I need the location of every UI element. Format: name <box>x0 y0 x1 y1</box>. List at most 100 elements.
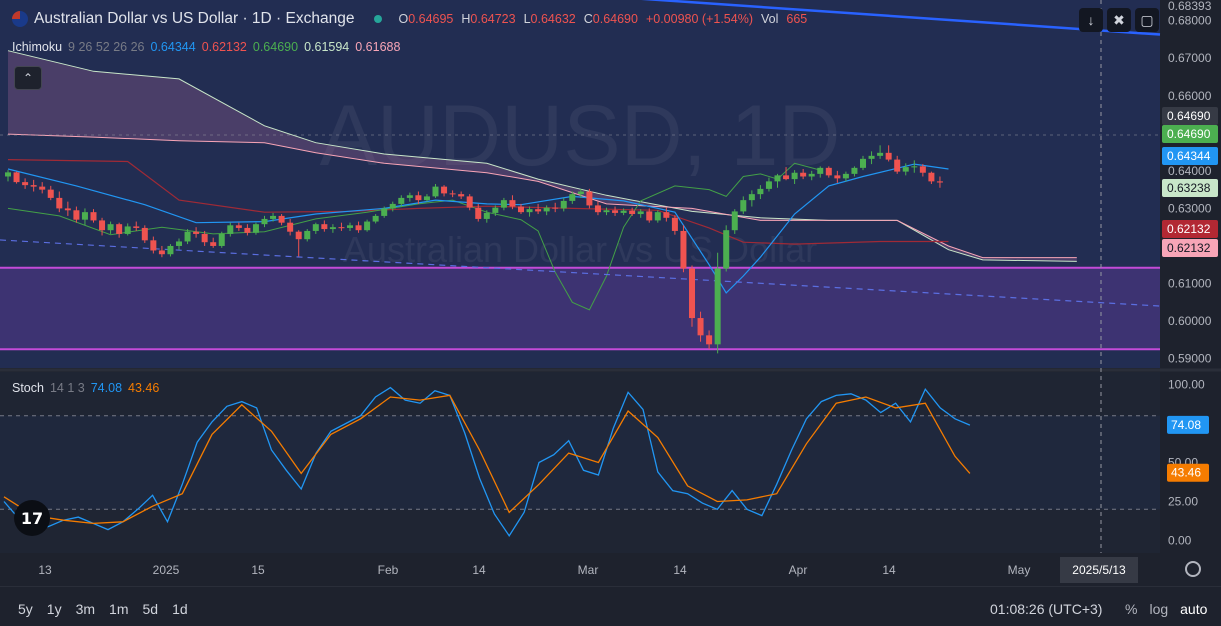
range-1m[interactable]: 1m <box>109 601 129 617</box>
candle-body <box>116 224 123 234</box>
move-pane-down-icon[interactable]: ↓ <box>1079 8 1103 32</box>
candle-body <box>193 231 200 234</box>
stoch-k-value: 74.08 <box>90 381 123 395</box>
candle-body <box>851 167 858 174</box>
range-5y[interactable]: 5y <box>18 601 33 617</box>
candle-body <box>389 203 396 209</box>
candle-body <box>834 175 841 179</box>
candle-body <box>364 221 371 231</box>
candle-body <box>663 212 670 218</box>
candle-body <box>458 194 465 197</box>
candle-body <box>398 197 405 204</box>
chart-settings-icon[interactable] <box>1185 561 1201 577</box>
price-axis-label: 0.60000 <box>1168 314 1212 328</box>
price-axis-label: 0.61000 <box>1168 277 1212 291</box>
candle-body <box>475 207 482 219</box>
range-3m[interactable]: 3m <box>75 601 96 617</box>
price-tag <box>1162 179 1218 197</box>
candle-body <box>877 152 884 156</box>
ichimoku-legend[interactable]: Ichimoku 9 26 52 26 26 0.64344 0.62132 0… <box>12 40 400 54</box>
candle-body <box>868 155 875 159</box>
candle-body <box>671 217 678 231</box>
candle-body <box>612 210 619 213</box>
timezone-clock[interactable]: 01:08:26 (UTC+3) <box>990 601 1103 617</box>
price-tag-label: 0.64690 <box>1167 109 1211 123</box>
candle-body <box>252 224 259 233</box>
candle-body <box>90 212 97 221</box>
candle-body <box>552 207 559 209</box>
candle-body <box>483 212 490 219</box>
range-5d[interactable]: 5d <box>142 601 159 617</box>
candle-body <box>141 227 148 241</box>
volume-value: 665 <box>786 12 808 26</box>
candle-body <box>706 335 713 345</box>
candles <box>5 145 943 354</box>
price-axis-label: 0.63000 <box>1168 201 1212 215</box>
maximize-pane-icon[interactable]: ▢ <box>1135 8 1159 32</box>
candle-body <box>646 211 653 221</box>
bottom-toolbar: 5y 1y 3m 1m 5d 1d 01:08:26 (UTC+3) % log… <box>0 586 1221 626</box>
candle-body <box>415 195 422 201</box>
candle-body <box>167 245 174 255</box>
range-1d[interactable]: 1d <box>172 601 188 617</box>
range-buttons: 5y 1y 3m 1m 5d 1d <box>18 601 188 617</box>
stoch-params: 14 1 3 <box>49 381 85 395</box>
candle-body <box>372 215 379 222</box>
stoch-k-tag-label: 74.08 <box>1171 418 1201 432</box>
range-1y[interactable]: 1y <box>46 601 62 617</box>
symbol-title[interactable]: Australian Dollar vs US Dollar · 1D · Ex… <box>34 10 355 27</box>
candle-body <box>5 172 11 177</box>
collapse-legend-button[interactable]: ⌃ <box>14 66 42 90</box>
candle-body <box>295 231 302 240</box>
candle-body <box>902 167 909 172</box>
ichimoku-params: 9 26 52 26 26 <box>68 40 145 54</box>
collapse-pane-icon[interactable]: ✖ <box>1107 8 1131 32</box>
stoch-d-tag <box>1167 463 1209 482</box>
candle-body <box>244 227 251 233</box>
ichimoku-chikou-value: 0.64690 <box>252 40 299 54</box>
candle-body <box>860 158 866 168</box>
time-axis-label: 2025 <box>153 563 180 577</box>
tradingview-logo[interactable]: 17 <box>14 500 50 536</box>
price-tag <box>1162 220 1218 238</box>
ichimoku-kijun-value: 0.62132 <box>201 40 247 54</box>
candle-body <box>723 230 730 269</box>
time-axis-label: May <box>1008 563 1031 577</box>
candle-body <box>569 194 576 201</box>
candle-body <box>492 207 499 213</box>
pane-buttons: ↓ ✖ ▢ <box>1079 8 1159 32</box>
candle-body <box>774 175 781 182</box>
ichimoku-span-a-value: 0.61594 <box>304 40 350 54</box>
candle-body <box>184 231 191 242</box>
candle-body <box>808 173 815 177</box>
auto-toggle[interactable]: auto <box>1180 601 1208 617</box>
time-axis-label: Mar <box>578 563 599 577</box>
candle-body <box>423 196 430 201</box>
candle-body <box>218 233 225 246</box>
candle-body <box>509 200 516 207</box>
price-tag-label: 0.64344 <box>1167 149 1211 163</box>
stoch-legend[interactable]: Stoch 14 1 3 74.08 43.46 <box>12 381 159 395</box>
candle-body <box>740 200 747 212</box>
candle-body <box>270 215 277 219</box>
percent-toggle[interactable]: % <box>1125 601 1138 617</box>
candle-body <box>441 186 448 194</box>
candle-body <box>919 166 926 173</box>
candle-body <box>22 182 29 186</box>
candle-body <box>338 227 345 229</box>
candle-body <box>603 210 610 213</box>
candle-body <box>654 212 661 221</box>
candle-body <box>885 152 892 160</box>
ichimoku-name: Ichimoku <box>12 40 63 54</box>
stoch-d-line <box>3 394 971 525</box>
candle-body <box>817 167 824 174</box>
stoch-d-tag-label: 43.46 <box>1171 466 1201 480</box>
log-toggle[interactable]: log <box>1149 601 1169 617</box>
crosshair-time-label: 2025/5/13 <box>1072 563 1126 577</box>
support-zone <box>0 267 1160 350</box>
candle-body <box>689 268 695 319</box>
ohlc-change: +0.00980 (+1.54%) <box>645 12 753 26</box>
candle-body <box>73 210 80 220</box>
candle-body <box>577 191 584 195</box>
